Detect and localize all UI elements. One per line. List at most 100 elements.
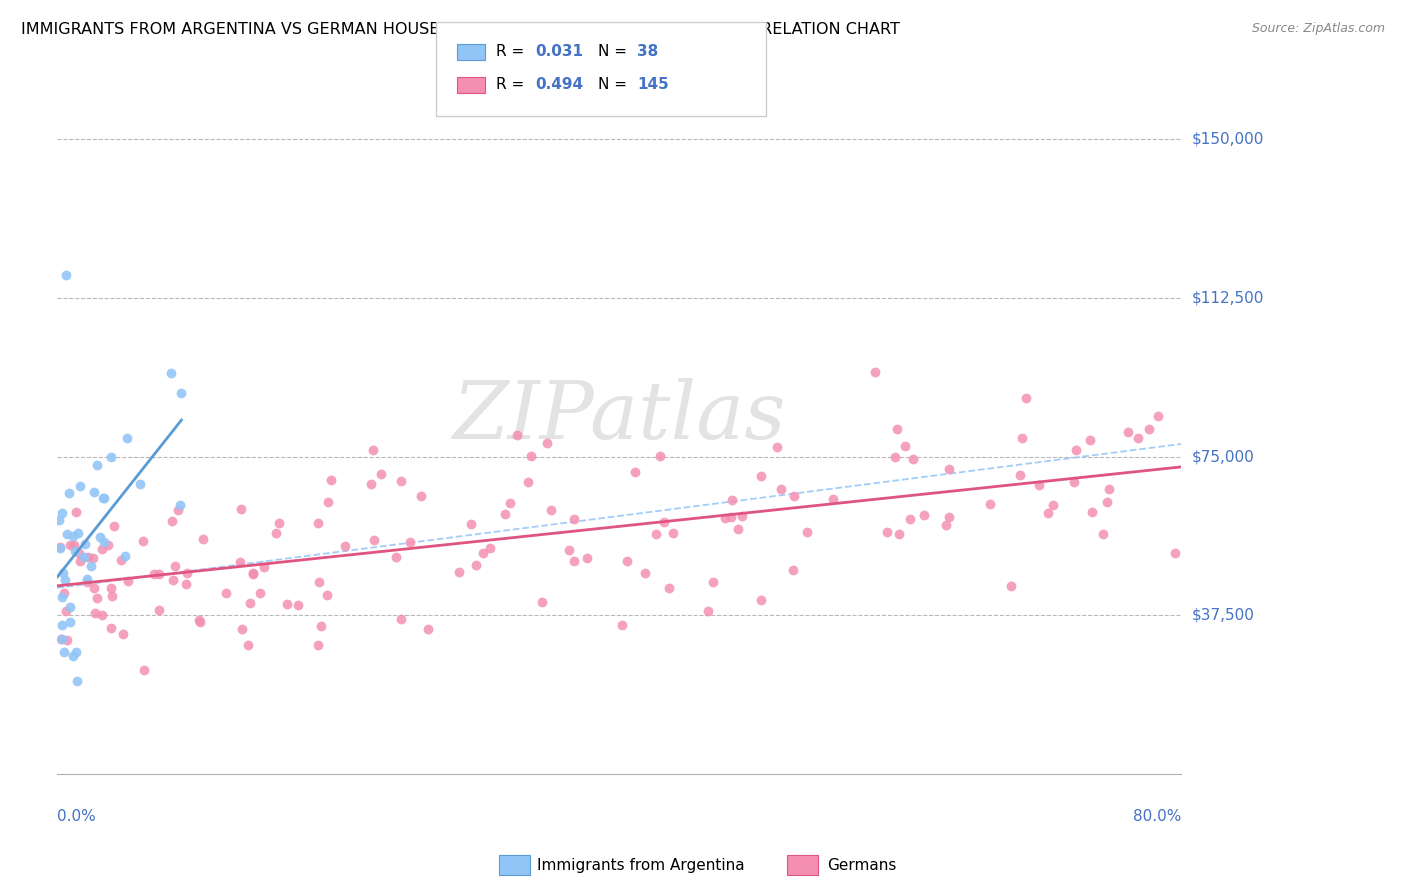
Point	[652, 515, 675, 529]
Point	[48, 513, 70, 527]
Point	[117, 574, 139, 588]
Text: $150,000: $150,000	[1192, 132, 1264, 147]
Point	[77, 549, 100, 564]
Point	[83, 485, 105, 500]
Text: $37,500: $37,500	[1192, 608, 1256, 623]
Point	[363, 533, 385, 547]
Point	[110, 553, 132, 567]
Point	[576, 551, 599, 566]
Point	[56, 526, 79, 541]
Point	[66, 673, 89, 688]
Point	[633, 566, 655, 581]
Point	[52, 566, 75, 581]
Text: R =: R =	[496, 78, 530, 92]
Point	[389, 474, 412, 488]
Text: Germans: Germans	[827, 858, 896, 872]
Text: ZIPatlas: ZIPatlas	[453, 377, 786, 455]
Point	[69, 554, 91, 568]
Point	[83, 581, 105, 595]
Point	[370, 467, 392, 481]
Point	[128, 476, 150, 491]
Point	[645, 526, 668, 541]
Point	[59, 538, 82, 552]
Point	[472, 546, 495, 560]
Point	[912, 508, 935, 522]
Point	[749, 593, 772, 607]
Text: IMMIGRANTS FROM ARGENTINA VS GERMAN HOUSEHOLDER INCOME UNDER 25 YEARS CORRELATIO: IMMIGRANTS FROM ARGENTINA VS GERMAN HOUS…	[21, 22, 900, 37]
Point	[479, 541, 502, 556]
Point	[86, 591, 108, 606]
Point	[938, 461, 960, 475]
Point	[796, 525, 818, 540]
Text: N =: N =	[598, 78, 631, 92]
Point	[702, 574, 724, 589]
Point	[239, 596, 262, 610]
Point	[167, 503, 190, 517]
Point	[889, 527, 911, 541]
Point	[385, 550, 408, 565]
Point	[540, 503, 562, 517]
Text: 80.0%: 80.0%	[1133, 808, 1181, 823]
Point	[1092, 527, 1115, 541]
Point	[1095, 495, 1118, 509]
Point	[389, 612, 412, 626]
Text: $112,500: $112,500	[1192, 291, 1264, 305]
Point	[91, 491, 114, 505]
Text: Source: ZipAtlas.com: Source: ZipAtlas.com	[1251, 22, 1385, 36]
Point	[782, 489, 804, 503]
Point	[316, 495, 339, 509]
Point	[55, 268, 77, 282]
Point	[727, 522, 749, 536]
Point	[720, 492, 742, 507]
Point	[661, 525, 683, 540]
Point	[1011, 431, 1033, 445]
Point	[714, 511, 737, 525]
Point	[238, 638, 260, 652]
Text: 145: 145	[637, 78, 669, 92]
Point	[97, 538, 120, 552]
Point	[307, 516, 329, 530]
Point	[56, 633, 79, 648]
Point	[823, 491, 845, 506]
Point	[142, 566, 165, 581]
Text: 0.494: 0.494	[536, 78, 583, 92]
Point	[1015, 391, 1038, 405]
Point	[193, 533, 215, 547]
Point	[93, 491, 115, 505]
Point	[1081, 505, 1104, 519]
Point	[612, 618, 634, 632]
Point	[1078, 433, 1101, 447]
Point	[506, 428, 529, 442]
Point	[51, 618, 73, 632]
Point	[1028, 478, 1050, 492]
Point	[59, 600, 82, 615]
Point	[65, 645, 87, 659]
Point	[886, 422, 908, 436]
Point	[103, 518, 125, 533]
Point	[731, 509, 754, 524]
Point	[215, 586, 238, 600]
Point	[51, 632, 73, 646]
Point	[174, 576, 197, 591]
Point	[418, 623, 440, 637]
Point	[148, 603, 170, 617]
Point	[536, 435, 558, 450]
Point	[69, 479, 91, 493]
Point	[361, 442, 384, 457]
Text: 0.0%: 0.0%	[58, 808, 96, 823]
Point	[51, 590, 73, 604]
Point	[162, 573, 184, 587]
Text: Immigrants from Argentina: Immigrants from Argentina	[537, 858, 745, 872]
Point	[148, 567, 170, 582]
Point	[91, 608, 114, 623]
Text: R =: R =	[496, 45, 530, 59]
Point	[67, 546, 90, 560]
Point	[276, 598, 298, 612]
Point	[100, 621, 122, 635]
Point	[76, 572, 98, 586]
Point	[134, 663, 156, 677]
Point	[979, 497, 1001, 511]
Point	[55, 604, 77, 618]
Point	[62, 529, 84, 543]
Point	[53, 645, 76, 659]
